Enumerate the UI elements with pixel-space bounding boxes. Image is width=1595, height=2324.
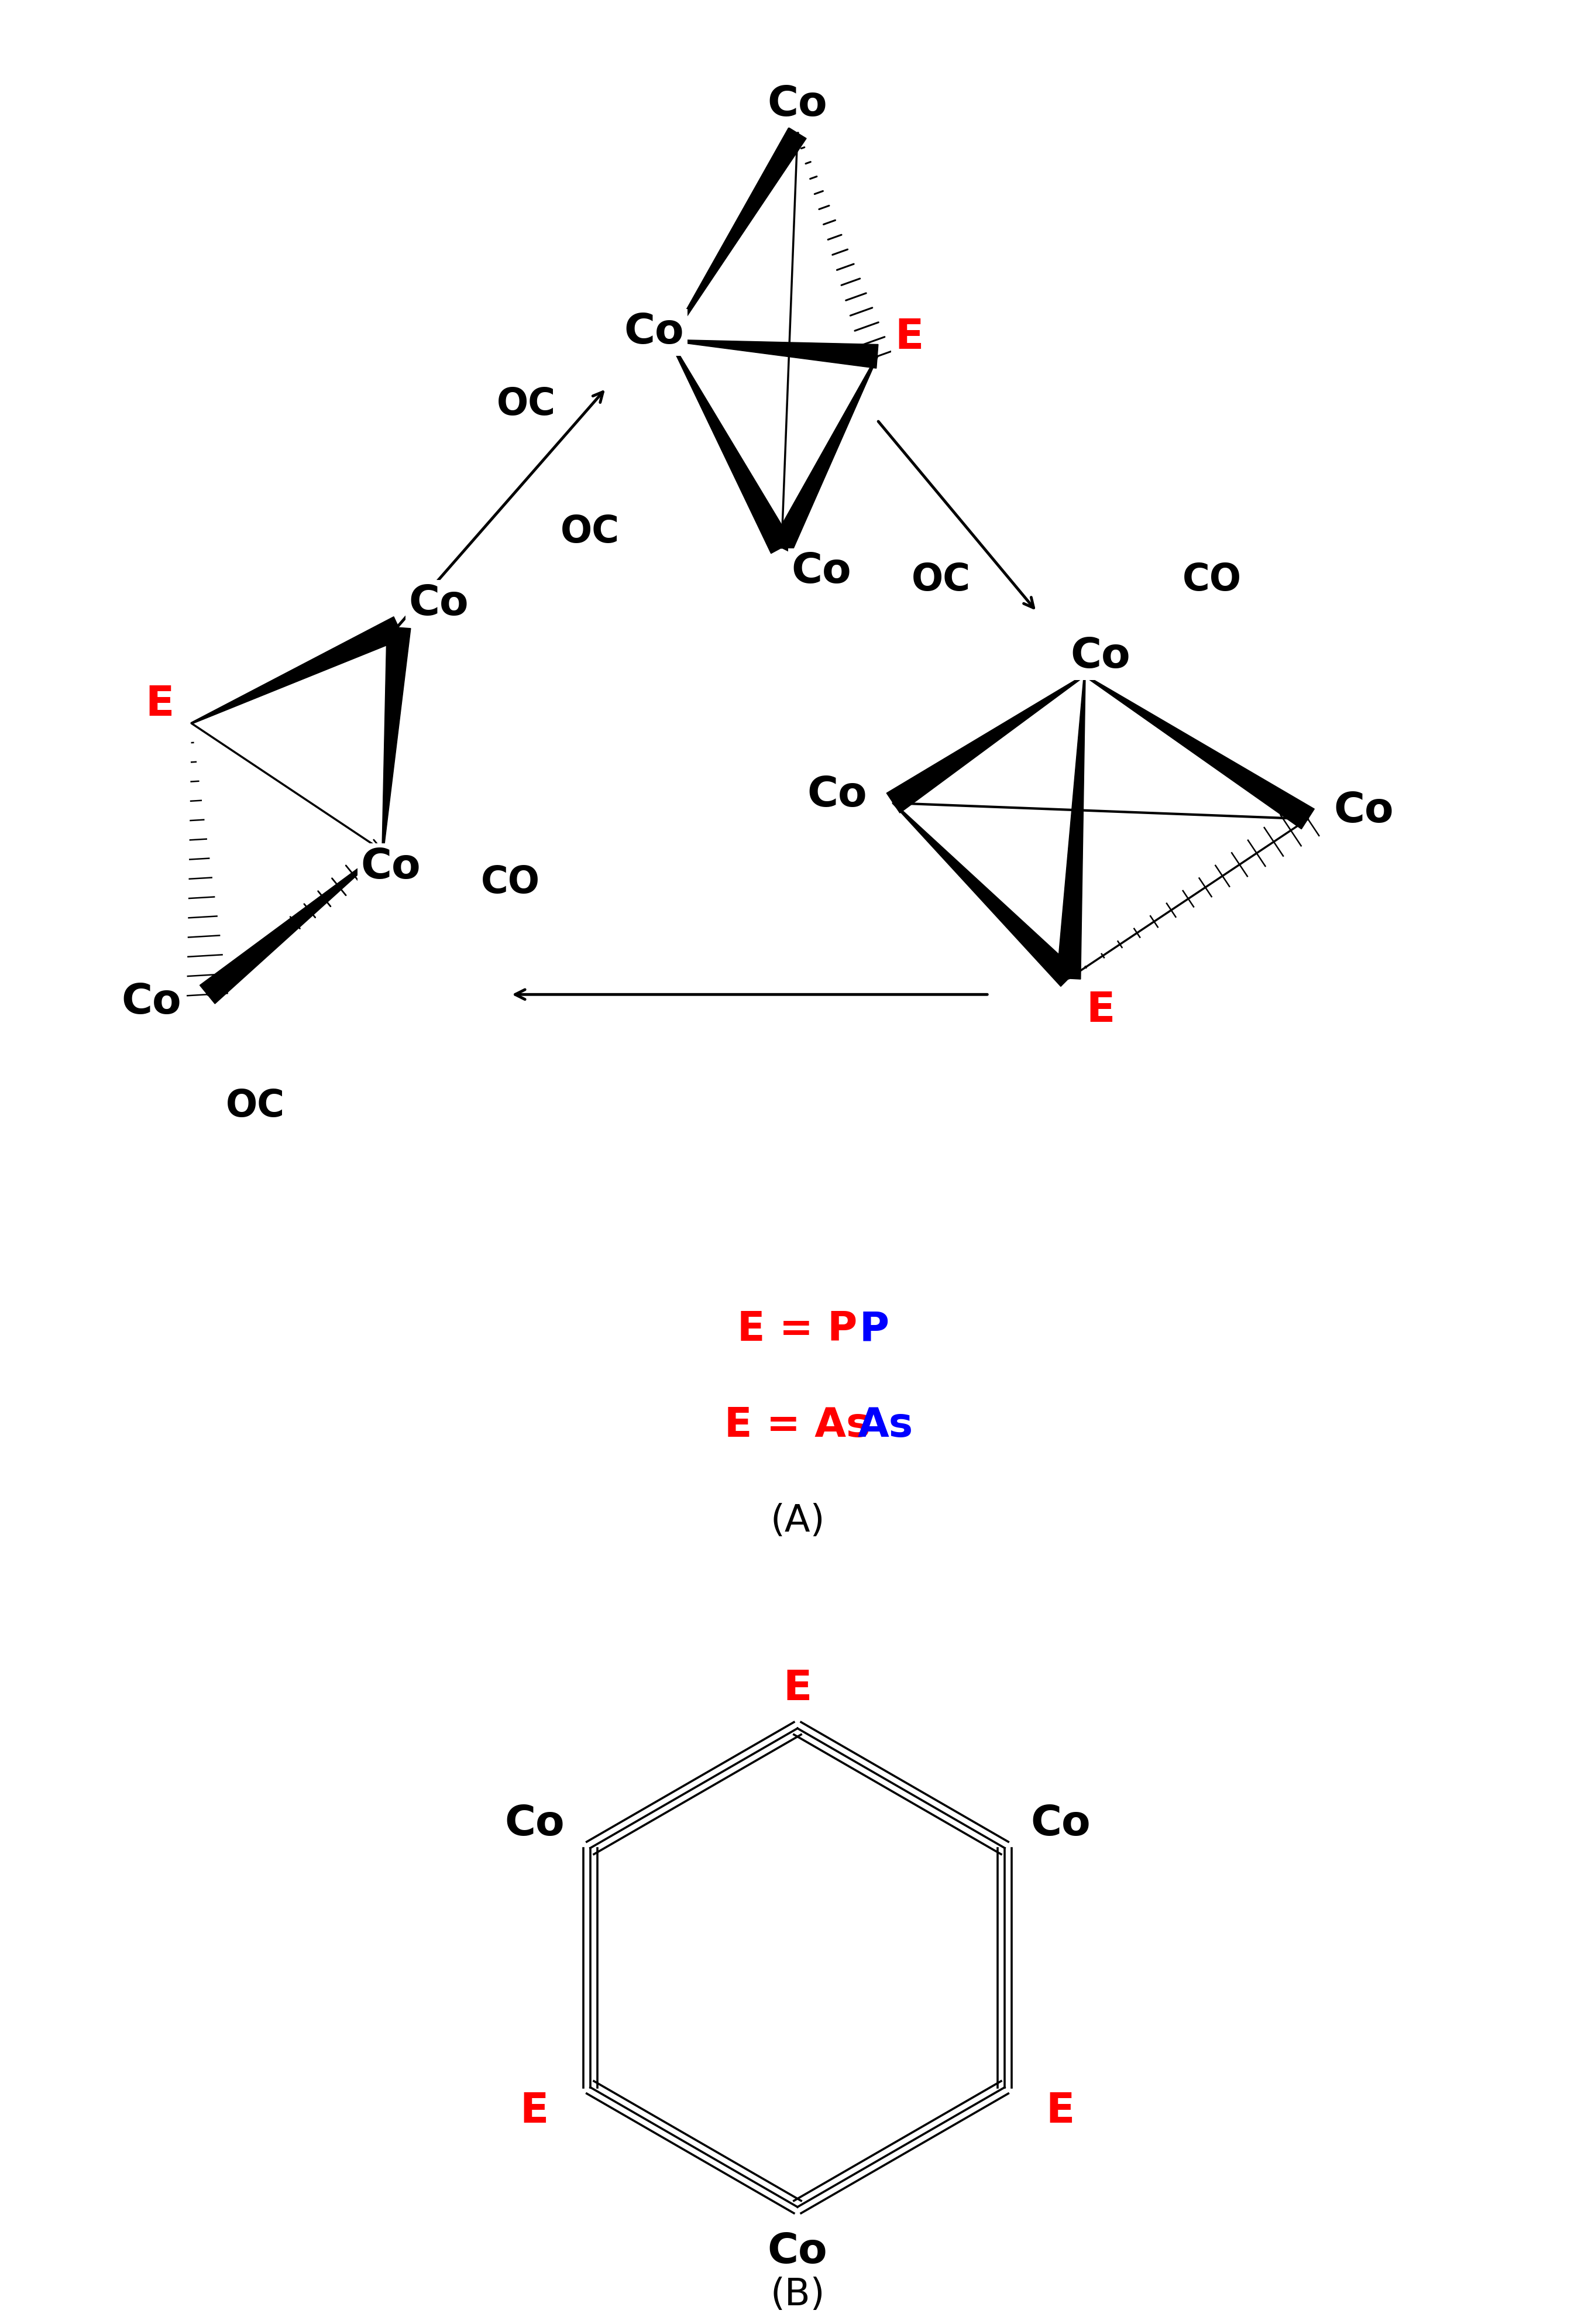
Text: CO: CO (1182, 562, 1243, 597)
Text: E = P: E = P (737, 1311, 858, 1350)
Text: Co: Co (121, 983, 182, 1023)
Text: E = As: E = As (724, 1406, 871, 1446)
Polygon shape (670, 128, 807, 342)
Text: Co: Co (791, 551, 852, 593)
Text: Co: Co (767, 84, 828, 125)
Polygon shape (772, 356, 877, 553)
Polygon shape (383, 627, 410, 851)
Text: E: E (1086, 990, 1115, 1030)
Text: Co: Co (807, 774, 868, 816)
Text: Co: Co (1070, 637, 1131, 676)
Polygon shape (670, 339, 793, 553)
Text: Co: Co (767, 2231, 828, 2273)
Polygon shape (1085, 674, 1314, 830)
Text: Co: Co (408, 583, 469, 623)
Polygon shape (199, 851, 383, 1004)
Text: E: E (520, 2092, 549, 2131)
Text: Co: Co (360, 846, 421, 888)
Polygon shape (893, 802, 1077, 985)
Polygon shape (670, 339, 879, 367)
Text: Co: Co (1030, 1803, 1091, 1845)
Text: E: E (895, 316, 924, 358)
Text: E: E (1046, 2092, 1075, 2131)
Text: OC: OC (560, 514, 620, 551)
Polygon shape (887, 674, 1085, 813)
Text: OC: OC (225, 1088, 286, 1125)
Polygon shape (191, 616, 404, 725)
Text: As: As (858, 1406, 912, 1446)
Text: Co: Co (504, 1803, 565, 1845)
Text: OC: OC (911, 562, 971, 597)
Text: Co: Co (1333, 790, 1394, 832)
Text: CO: CO (480, 865, 541, 902)
Text: E: E (783, 1669, 812, 1708)
Text: (A): (A) (770, 1504, 825, 1538)
Text: E: E (145, 683, 174, 725)
Text: (B): (B) (770, 2278, 825, 2312)
Text: P: P (860, 1311, 888, 1350)
Polygon shape (1057, 676, 1085, 978)
Text: OC: OC (496, 386, 557, 423)
Text: Co: Co (624, 311, 684, 353)
